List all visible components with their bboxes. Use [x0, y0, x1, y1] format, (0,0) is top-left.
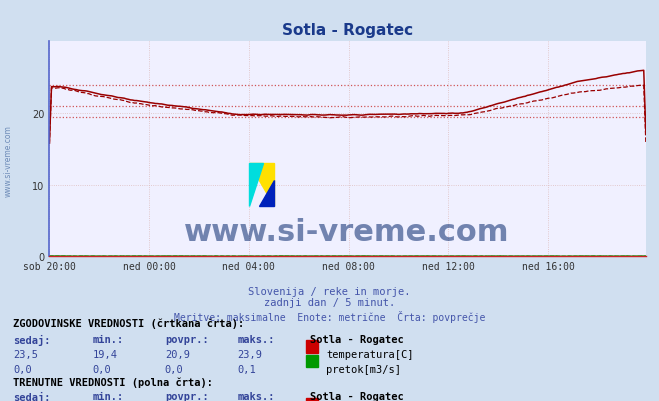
- Text: Slovenija / reke in morje.: Slovenija / reke in morje.: [248, 286, 411, 296]
- Text: 20,9: 20,9: [165, 349, 190, 359]
- Text: maks.:: maks.:: [237, 391, 275, 401]
- Title: Sotla - Rogatec: Sotla - Rogatec: [282, 23, 413, 38]
- Text: pretok[m3/s]: pretok[m3/s]: [326, 364, 401, 374]
- Text: sedaj:: sedaj:: [13, 391, 51, 401]
- Text: 0,0: 0,0: [92, 364, 111, 374]
- Text: Meritve: maksimalne  Enote: metrične  Črta: povprečje: Meritve: maksimalne Enote: metrične Črta…: [174, 310, 485, 322]
- Text: www.si-vreme.com: www.si-vreme.com: [184, 217, 509, 246]
- Text: ned 08:00: ned 08:00: [322, 262, 375, 271]
- Bar: [306, 355, 318, 367]
- Text: min.:: min.:: [92, 334, 123, 344]
- Text: povpr.:: povpr.:: [165, 391, 208, 401]
- Text: 0,1: 0,1: [237, 364, 256, 374]
- Text: sob 20:00: sob 20:00: [23, 262, 76, 271]
- Text: ned 04:00: ned 04:00: [223, 262, 275, 271]
- Polygon shape: [249, 164, 263, 207]
- Bar: [306, 341, 318, 353]
- Text: Sotla - Rogatec: Sotla - Rogatec: [310, 334, 403, 344]
- Text: ned 12:00: ned 12:00: [422, 262, 475, 271]
- Text: Sotla - Rogatec: Sotla - Rogatec: [310, 391, 403, 401]
- Polygon shape: [259, 181, 274, 207]
- Text: povpr.:: povpr.:: [165, 334, 208, 344]
- Text: www.si-vreme.com: www.si-vreme.com: [3, 125, 13, 196]
- Text: sedaj:: sedaj:: [13, 334, 51, 345]
- Text: 0,0: 0,0: [13, 364, 32, 374]
- Text: ZGODOVINSKE VREDNOSTI (črtkana črta):: ZGODOVINSKE VREDNOSTI (črtkana črta):: [13, 317, 244, 328]
- Text: maks.:: maks.:: [237, 334, 275, 344]
- Text: min.:: min.:: [92, 391, 123, 401]
- Text: 19,4: 19,4: [92, 349, 117, 359]
- Text: zadnji dan / 5 minut.: zadnji dan / 5 minut.: [264, 298, 395, 308]
- Text: 0,0: 0,0: [165, 364, 183, 374]
- Text: ned 00:00: ned 00:00: [123, 262, 175, 271]
- Text: ned 16:00: ned 16:00: [522, 262, 575, 271]
- Text: TRENUTNE VREDNOSTI (polna črta):: TRENUTNE VREDNOSTI (polna črta):: [13, 377, 213, 387]
- Polygon shape: [249, 164, 274, 207]
- Text: temperatura[C]: temperatura[C]: [326, 349, 414, 359]
- Bar: [306, 399, 318, 401]
- Text: 23,5: 23,5: [13, 349, 38, 359]
- Text: 23,9: 23,9: [237, 349, 262, 359]
